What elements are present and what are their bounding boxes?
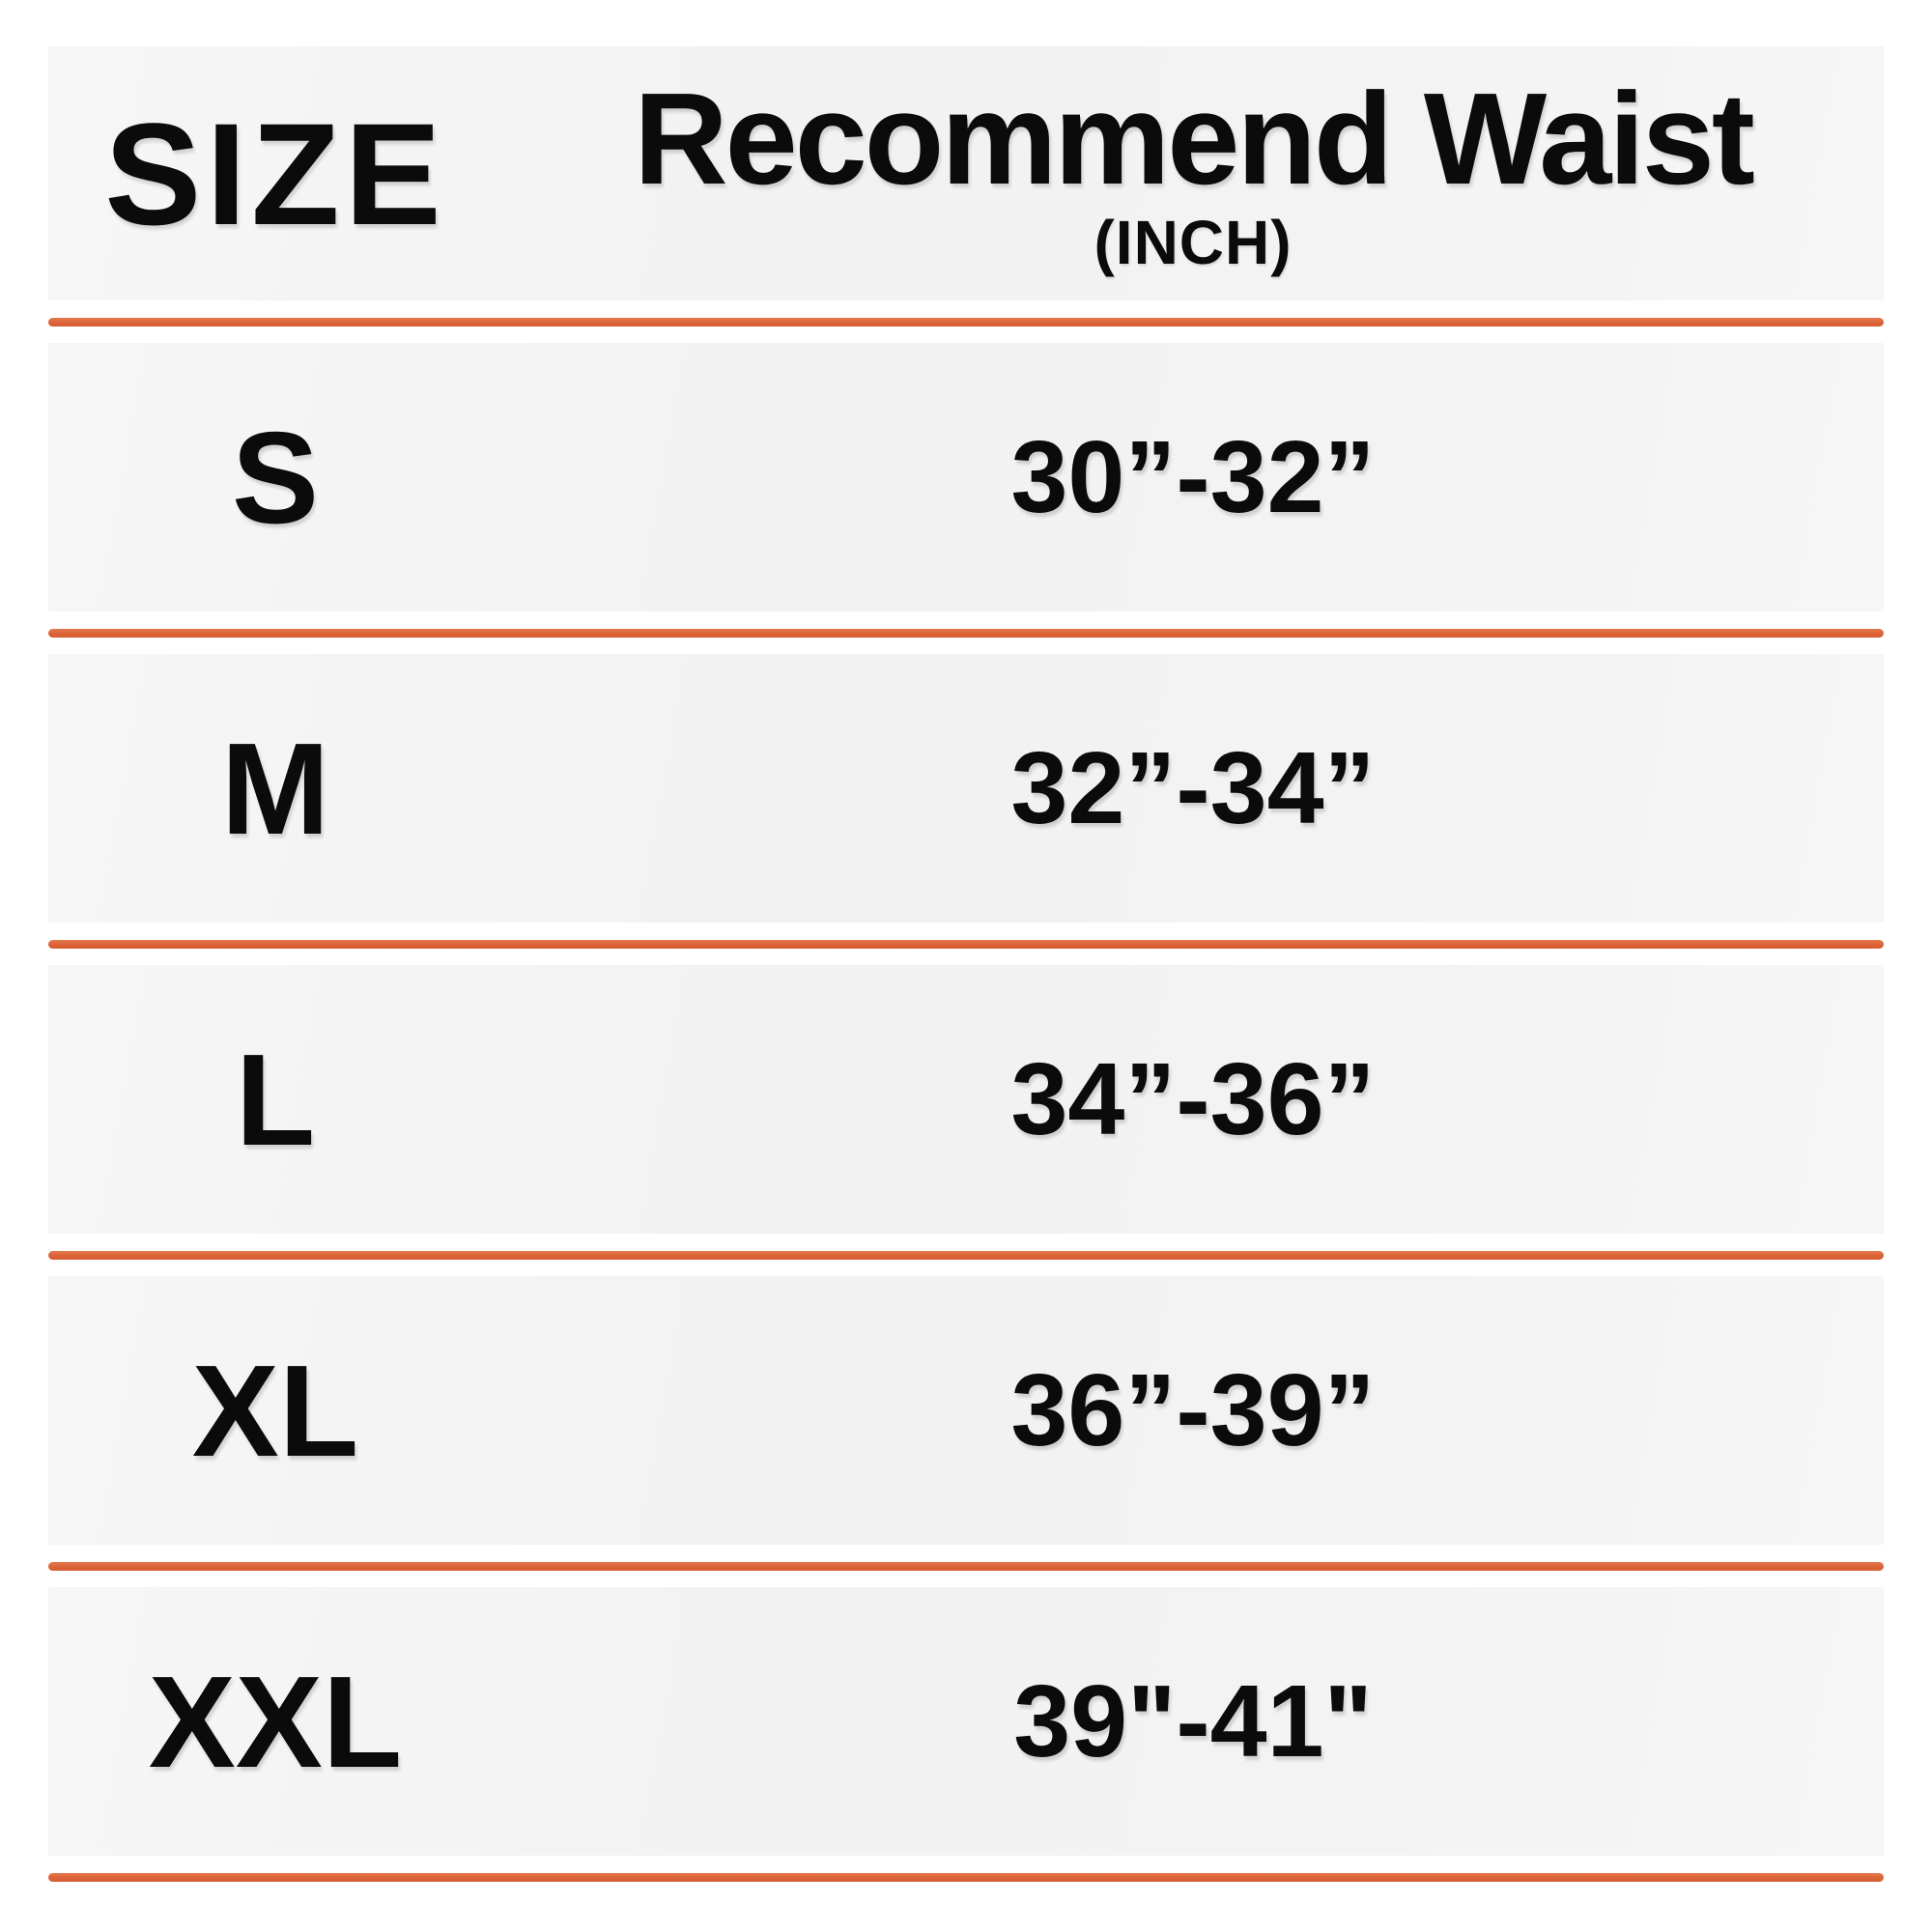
header-size-column: SIZE xyxy=(104,92,446,255)
table-row: M 32”-34” xyxy=(48,654,1884,923)
table-row: S 30”-32” xyxy=(48,343,1884,611)
orange-divider-line xyxy=(48,1872,1884,1882)
divider-gap xyxy=(48,923,1884,965)
size-cell-label: M xyxy=(220,715,330,862)
waist-cell-value: 32”-34” xyxy=(1010,731,1376,845)
table-row: XL 36”-39” xyxy=(48,1276,1884,1545)
divider-gap xyxy=(48,1234,1884,1276)
size-cell-label: L xyxy=(235,1026,316,1173)
orange-divider-line xyxy=(48,1250,1884,1260)
size-cell-label: XL xyxy=(191,1337,359,1484)
header-waist-label: Recommend Waist xyxy=(634,66,1755,212)
orange-divider-line xyxy=(48,939,1884,949)
divider-gap xyxy=(48,300,1884,343)
orange-divider-line xyxy=(48,1561,1884,1571)
header-waist-column: Recommend Waist (INCH) xyxy=(502,73,1884,273)
waist-cell-value: 30”-32” xyxy=(1010,420,1376,534)
header-waist-unit: (INCH) xyxy=(1094,208,1293,277)
waist-cell-value: 36”-39” xyxy=(1010,1353,1376,1467)
table-header-row: SIZE Recommend Waist (INCH) xyxy=(48,46,1884,300)
size-chart-table: SIZE Recommend Waist (INCH) S 30”-32” M … xyxy=(48,46,1884,1898)
divider-gap xyxy=(48,611,1884,654)
size-cell-label: XXL xyxy=(148,1648,403,1795)
table-row: L 34”-36” xyxy=(48,965,1884,1234)
orange-divider-line xyxy=(48,628,1884,638)
divider-gap xyxy=(48,1545,1884,1587)
orange-divider-line xyxy=(48,317,1884,327)
divider-gap xyxy=(48,1856,1884,1898)
size-cell-label: S xyxy=(231,404,320,551)
waist-cell-value: 39"-41" xyxy=(1013,1664,1373,1778)
table-row: XXL 39"-41" xyxy=(48,1587,1884,1856)
waist-cell-value: 34”-36” xyxy=(1010,1042,1376,1156)
